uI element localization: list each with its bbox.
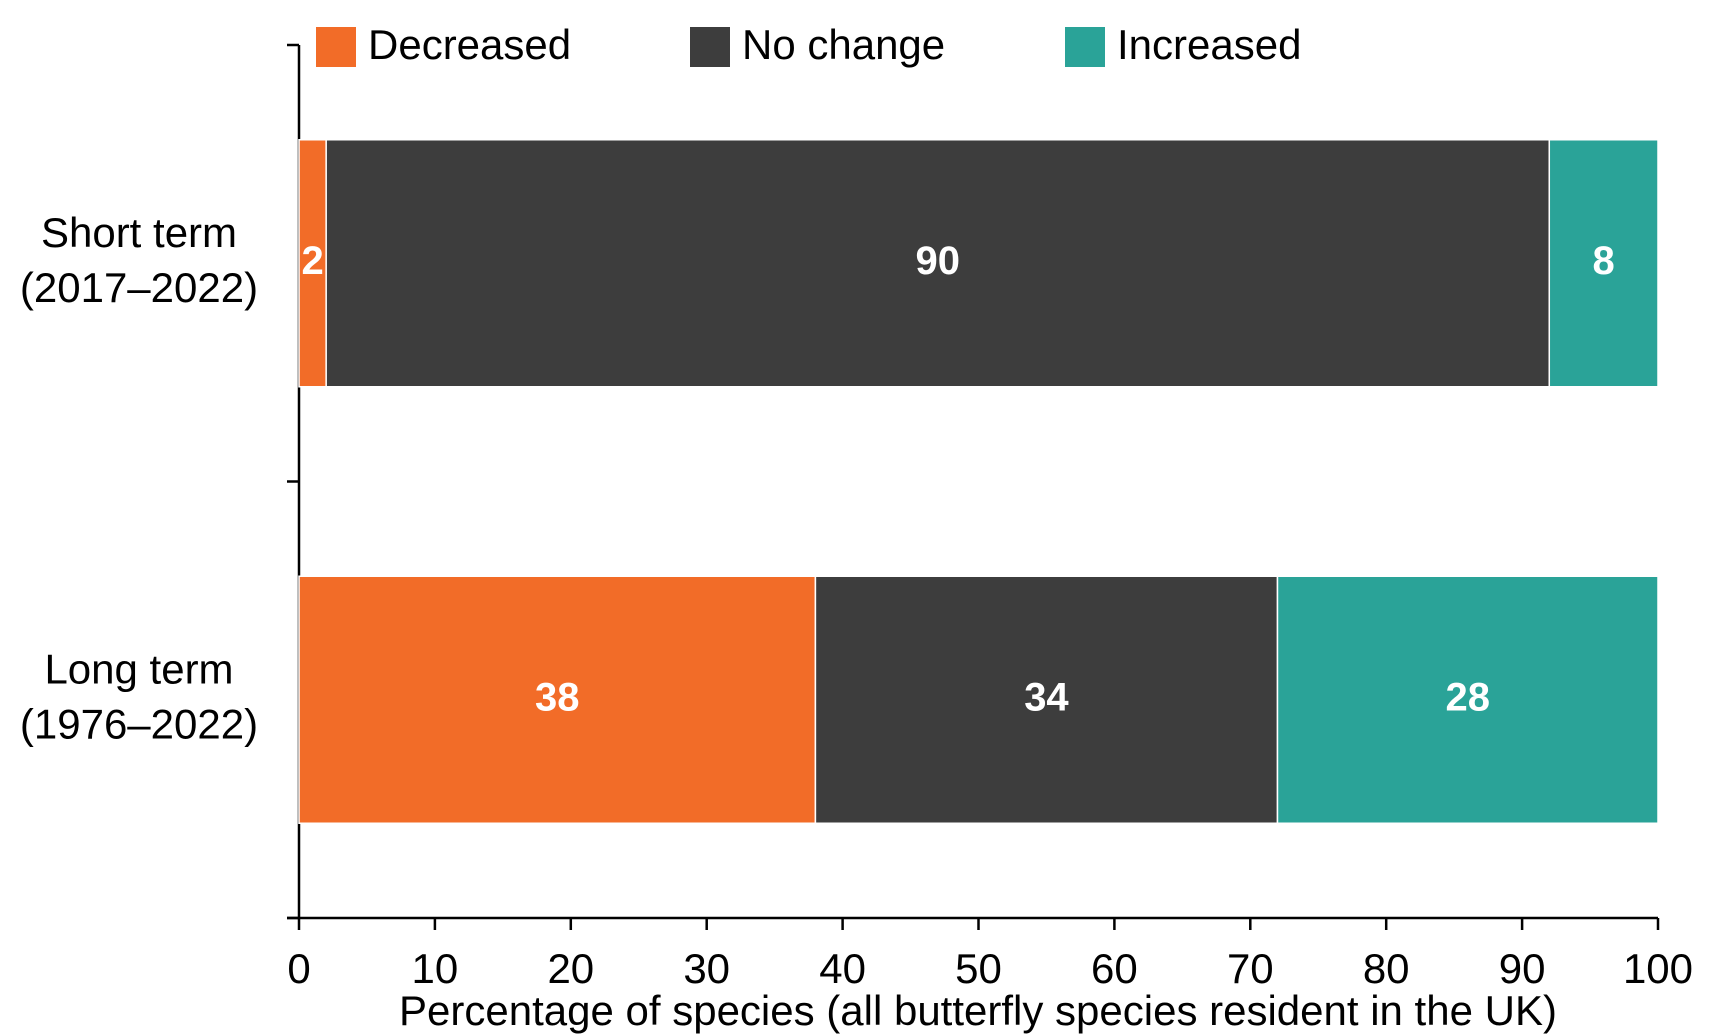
data-label: 38 [535, 675, 580, 719]
bar-segment [325, 139, 1551, 388]
bar-segment [1548, 139, 1659, 388]
x-axis-title: Percentage of species (all butterfly spe… [399, 987, 1557, 1034]
bar-segment [298, 139, 327, 388]
legend-swatch [690, 27, 730, 67]
x-tick-label: 90 [1499, 945, 1546, 992]
data-label: 90 [915, 239, 960, 283]
y-tick-label: Long term (1976–2022) [20, 645, 258, 747]
x-tick-label: 50 [955, 945, 1002, 992]
legend-label: Decreased [368, 21, 571, 68]
data-label: 2 [301, 239, 323, 283]
x-tick-label: 0 [287, 945, 310, 992]
x-tick-label: 70 [1227, 945, 1274, 992]
bar-segment [814, 575, 1279, 824]
legend-swatch [1065, 27, 1105, 67]
x-tick-label: 60 [1091, 945, 1138, 992]
x-tick-label: 20 [547, 945, 594, 992]
y-tick-label: Short term (2017–2022) [20, 209, 258, 311]
data-label: 8 [1593, 239, 1615, 283]
x-tick-label: 80 [1363, 945, 1410, 992]
x-tick-label: 10 [412, 945, 459, 992]
data-label: 28 [1445, 675, 1490, 719]
x-tick-label: 100 [1623, 945, 1693, 992]
x-tick-label: 30 [683, 945, 730, 992]
legend-label: Increased [1117, 21, 1301, 68]
legend-label: No change [742, 21, 945, 68]
bar-segment [298, 575, 817, 824]
x-tick-label: 40 [819, 945, 866, 992]
bar-segment [1276, 575, 1659, 824]
legend-swatch [316, 27, 356, 67]
data-label: 34 [1024, 675, 1069, 719]
